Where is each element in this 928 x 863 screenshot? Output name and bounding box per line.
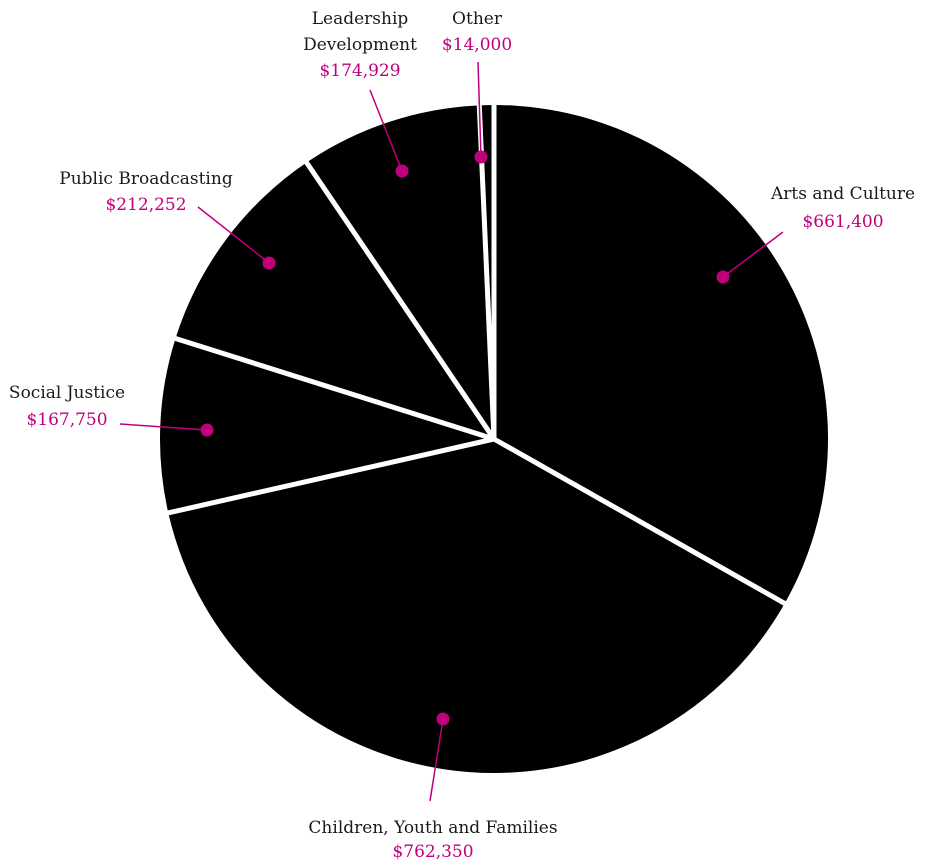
category-label-arts-and-culture: Arts and Culture — [770, 184, 915, 204]
pie-slices — [160, 105, 829, 774]
leader-line-leadership-development — [369, 89, 403, 172]
leader-line-other — [477, 61, 482, 158]
slice-separator — [165, 436, 495, 516]
value-label-leadership-development: $174,929 — [319, 61, 400, 81]
leader-dot-other — [474, 150, 488, 164]
value-label-public-broadcasting: $212,252 — [105, 195, 186, 215]
pie-slice-arts-and-culture — [494, 105, 829, 604]
leader-line-social-justice — [119, 423, 208, 431]
leader-dot-arts-and-culture — [716, 270, 730, 284]
leader-line-arts-and-culture — [722, 231, 784, 278]
leader-dot-public-broadcasting — [262, 256, 276, 270]
leader-dot-leadership-development — [395, 164, 409, 178]
leader-lines — [119, 61, 784, 802]
pie-slice-social-justice — [160, 338, 494, 513]
slice-separator — [172, 335, 495, 442]
category-label-other: Other — [452, 9, 503, 29]
pie-slice-children-youth-and-families — [168, 439, 785, 774]
value-label-children-youth-and-families: $762,350 — [392, 842, 473, 862]
category-label-children-youth-and-families: Children, Youth and Families — [308, 818, 557, 838]
slice-separator — [303, 159, 497, 441]
category-label-public-broadcasting: Public Broadcasting — [59, 169, 233, 189]
slice-labels: Arts and Culture $661,400 Children, Youth … — [9, 9, 915, 862]
pie-slice-public-broadcasting — [175, 162, 495, 439]
leader-line-public-broadcasting — [197, 206, 270, 264]
category-label-social-justice: Social Justice — [9, 383, 125, 403]
pie-slice-leadership-development — [306, 105, 494, 439]
value-label-arts-and-culture: $661,400 — [802, 212, 883, 232]
value-label-other: $14,000 — [442, 35, 512, 55]
value-label-social-justice: $167,750 — [26, 410, 107, 430]
slice-separator — [492, 436, 788, 607]
leader-dot-social-justice — [200, 423, 214, 437]
category-label-leadership-development: Leadership Development — [303, 9, 417, 55]
leader-dot-children-youth-and-families — [436, 712, 450, 726]
leader-line-children-youth-and-families — [429, 718, 444, 802]
